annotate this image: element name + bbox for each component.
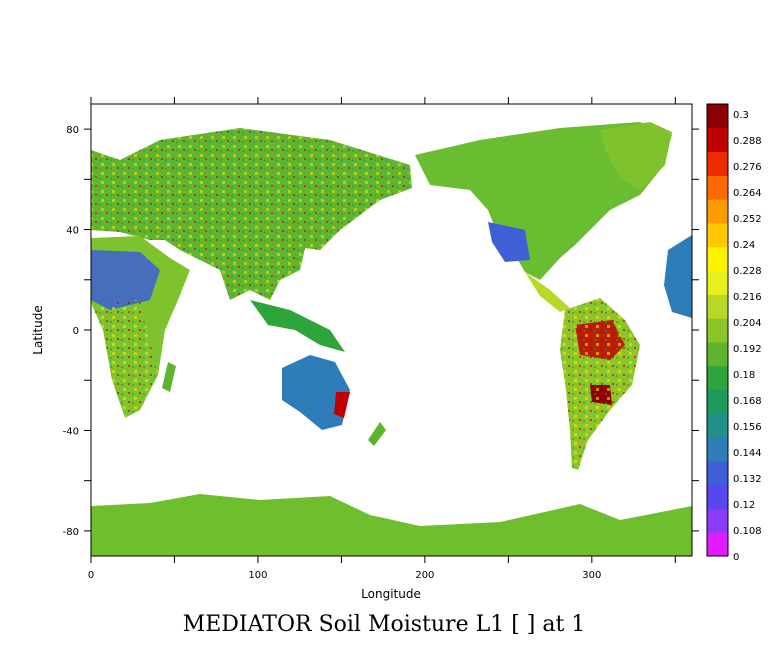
greenland-land	[600, 122, 672, 190]
western-us-region	[488, 222, 530, 262]
central-america-land	[525, 272, 570, 312]
y-tick-label: -80	[63, 527, 79, 538]
x-tick-label: 200	[415, 570, 434, 581]
colorbar-swatch	[707, 175, 728, 200]
x-tick-label: 100	[248, 570, 267, 581]
colorbar-swatch	[707, 437, 728, 462]
indonesia-land	[250, 300, 345, 352]
colorbar-tick-label: 0.18	[733, 370, 755, 381]
colorbar-tick-label: 0.192	[733, 344, 762, 355]
colorbar-swatch	[707, 127, 728, 153]
colorbar-tick-label: 0.156	[733, 422, 762, 433]
colorbar-swatch	[707, 341, 728, 367]
x-tick-label: 0	[88, 570, 94, 581]
australia-land	[282, 355, 350, 430]
colorbar-tick-label: 0.264	[733, 188, 762, 199]
colorbar-tick-label: 0.108	[733, 526, 762, 537]
colorbar: 0 0.108 0.12 0.132 0.144 0.156 0.168 0.18 0.192 0…	[706, 103, 762, 563]
colorbar-tick-label: 0.132	[733, 474, 762, 485]
colorbar-tick-label: 0.204	[733, 318, 762, 329]
y-tick-label: 0	[73, 326, 79, 337]
colorbar-swatch	[707, 460, 728, 486]
colorbar-swatch	[707, 389, 728, 414]
colorbar-swatch	[707, 222, 728, 248]
y-tick-label: 80	[66, 125, 79, 136]
sahara-region	[91, 250, 160, 310]
colorbar-swatch	[707, 365, 728, 390]
colorbar-tick-label: 0.216	[733, 292, 762, 303]
colorbar-frame	[706, 103, 729, 557]
colorbar-swatch	[707, 413, 728, 438]
east-australia-region	[334, 392, 350, 418]
colorbar-tick-label: 0.144	[733, 448, 762, 459]
colorbar-tick-label: 0.168	[733, 396, 762, 407]
y-axis-label: Latitude	[31, 305, 45, 354]
colorbar-swatch	[707, 508, 728, 533]
axes: 0 100 200 300 -80 -40 0 40 80	[63, 97, 699, 581]
north-america-land	[415, 122, 672, 280]
colorbar-tick-label: 0.252	[733, 214, 762, 225]
colorbar-tick-label: 0.3	[733, 110, 749, 121]
colorbar-tick-label: 0	[733, 552, 739, 563]
colorbar-swatch	[707, 246, 728, 272]
colorbar-swatch	[707, 199, 728, 224]
colorbar-tick-label: 0.228	[733, 266, 762, 277]
colorbar-tick-label: 0.276	[733, 162, 762, 173]
colorbar-tick-label: 0.288	[733, 136, 762, 147]
colorbar-tick-label: 0.12	[733, 500, 755, 511]
colorbar-swatch	[707, 294, 728, 319]
colorbar-swatch	[707, 104, 728, 129]
antarctica-land	[91, 494, 692, 556]
y-tick-label: 40	[66, 226, 79, 237]
colorbar-swatch	[707, 151, 728, 176]
chart-title: MEDIATOR Soil Moisture L1 [ ] at 1	[182, 612, 586, 637]
map-land	[91, 122, 692, 556]
africa-wrap-land	[664, 235, 692, 318]
madagascar-land	[162, 362, 176, 392]
colorbar-tick-label: 0.24	[733, 240, 755, 251]
new-zealand-land	[368, 422, 386, 446]
colorbar-swatch	[707, 532, 728, 557]
colorbar-swatch	[707, 270, 728, 295]
colorbar-swatch	[707, 318, 728, 343]
y-tick-label: -40	[63, 426, 79, 437]
x-axis-label: Longitude	[361, 587, 421, 601]
x-tick-label: 300	[582, 570, 601, 581]
colorbar-swatch	[707, 484, 728, 509]
